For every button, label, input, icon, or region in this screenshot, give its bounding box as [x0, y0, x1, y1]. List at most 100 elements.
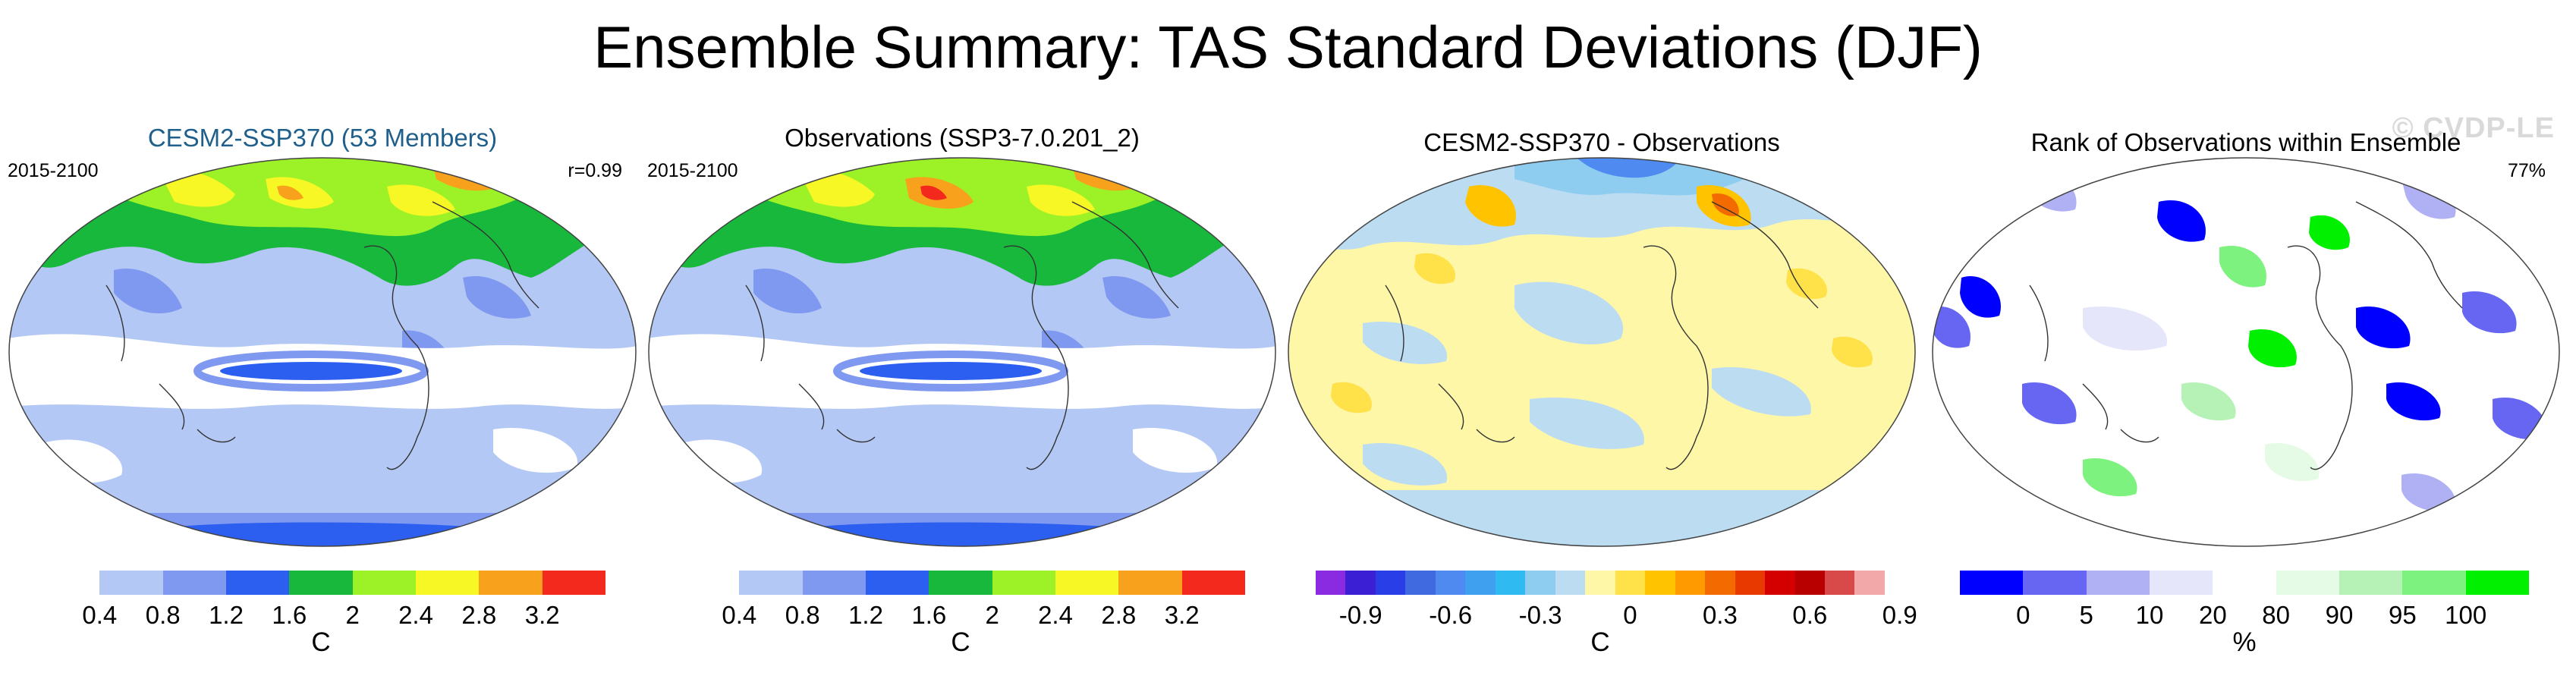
colorbar-unit: C: [951, 627, 970, 657]
colorbar-box-5: [2213, 571, 2276, 595]
colorbar-box-6: [2276, 571, 2339, 595]
colorbar-box-3: [2086, 571, 2150, 595]
colorbar-box-4: [225, 571, 290, 595]
colorbar-tick-label: 0: [1623, 601, 1637, 629]
colorbar-unit: %: [2232, 627, 2257, 657]
colorbar-tick-label: 0.8: [785, 601, 820, 629]
colorbar-tick-label: 2.8: [1101, 601, 1137, 629]
colorbar-box-5: [1435, 571, 1466, 595]
colorbar-box-6: [352, 571, 416, 595]
colorbar-box-5: [929, 571, 992, 595]
colorbar-box-6: [992, 571, 1055, 595]
colorbar-tick-label: 1.6: [911, 601, 947, 629]
colorbar-box-1: [1960, 571, 2024, 595]
colorbar-box-3: [162, 571, 226, 595]
colorbar-tick-label: 2.8: [461, 601, 497, 629]
period-label: 2015-2100: [647, 160, 738, 181]
colorbar-tick-label: 1.6: [272, 601, 307, 629]
colorbar-box-9: [2465, 571, 2529, 595]
colorbar-box-9: [1555, 571, 1586, 595]
figure-title: Ensemble Summary: TAS Standard Deviation…: [593, 14, 1983, 80]
panel-difference: CESM2-SSP370 - Observations: [1287, 121, 1917, 668]
colorbar-box-9: [1181, 571, 1245, 595]
colorbar-box-18: [1824, 571, 1855, 595]
colorbar-box-15: [1735, 571, 1766, 595]
colorbar-box-7: [415, 571, 480, 595]
colorbar-tick-label: 2.4: [1038, 601, 1073, 629]
colorbar-box-8: [1525, 571, 1555, 595]
colorbar-box-6: [1465, 571, 1496, 595]
colorbar-box-2: [2023, 571, 2087, 595]
world-map-std-dev: [648, 157, 1276, 547]
colorbar-tick-label: 2: [985, 601, 999, 629]
colorbar-box-2: [739, 571, 803, 595]
colorbar-box-4: [1405, 571, 1436, 595]
colorbar-box-13: [1675, 571, 1706, 595]
colorbar-box-7: [1055, 571, 1119, 595]
colorbar-tick-label: 20: [2198, 601, 2227, 629]
colorbar-tick-label: 80: [2262, 601, 2291, 629]
colorbar-tick-label: -0.3: [1518, 601, 1562, 629]
colorbar-tick-label: 3.2: [524, 601, 560, 629]
colorbar-tick-label: 0.9: [1882, 601, 1917, 629]
colorbar-box-3: [802, 571, 866, 595]
colorbar-tick-label: 1.2: [209, 601, 244, 629]
colorbar-box-4: [865, 571, 929, 595]
panel-rank: © CVDP-LE Rank of Observations within En…: [1931, 112, 2561, 668]
colorbar-tick-label: 0: [2016, 601, 2030, 629]
colorbar-tick-labels: 0.4 0.8 1.2 1.6 2 2.4 2.8 3.2: [36, 601, 605, 630]
colorbar-box-12: [1645, 571, 1675, 595]
colorbar-tick-labels: 0.4 0.8 1.2 1.6 2 2.4 2.8 3.2: [676, 601, 1245, 630]
colorbar-tick-label: -0.9: [1338, 601, 1382, 629]
colorbar-tick-label: 10: [2135, 601, 2164, 629]
colorbar-box-19: [1854, 571, 1885, 595]
colorbar-tick-label: -0.6: [1429, 601, 1473, 629]
colorbar-box-5: [289, 571, 353, 595]
colorbar-box-1: [1316, 571, 1346, 595]
colorbar: [1960, 571, 2529, 595]
colorbar-box-14: [1705, 571, 1735, 595]
colorbar-tick-label: 1.2: [848, 601, 883, 629]
colorbar-tick-label: 3.2: [1164, 601, 1200, 629]
panel-observations: Observations (SSP3-7.0.201_2) 2015-2100: [647, 121, 1277, 668]
colorbar-unit: C: [311, 627, 331, 657]
colorbar-box-4: [2149, 571, 2213, 595]
colorbar-tick-label: 0.6: [1792, 601, 1828, 629]
colorbar-tick-label: 0.4: [82, 601, 118, 629]
colorbar-tick-labels: 0 5 10 20 80 90 95 100: [1960, 601, 2529, 630]
colorbar-box-7: [1495, 571, 1526, 595]
colorbar-tick-label: 2: [345, 601, 360, 629]
colorbar-box-1: [36, 571, 100, 595]
panel-title: Rank of Observations within Ensemble: [2030, 128, 2461, 156]
panel-title: CESM2-SSP370 - Observations: [1423, 128, 1780, 156]
colorbar-tick-labels: -0.9 -0.6 -0.3 0 0.3 0.6 0.9: [1316, 601, 1917, 630]
period-label: 2015-2100: [8, 160, 99, 181]
colorbar-unit: C: [1590, 627, 1610, 657]
panel-title: CESM2-SSP370 (53 Members): [147, 124, 498, 152]
colorbar-tick-label: 100: [2445, 601, 2487, 629]
pattern-correlation-label: r=0.99: [568, 160, 622, 181]
colorbar-tick-label: 0.8: [145, 601, 181, 629]
colorbar-box-7: [2339, 571, 2403, 595]
colorbar: [36, 571, 605, 595]
colorbar: [676, 571, 1245, 595]
colorbar-box-2: [99, 571, 163, 595]
colorbar-tick-label: 0.4: [722, 601, 757, 629]
colorbar-box-8: [1118, 571, 1182, 595]
colorbar-box-10: [1585, 571, 1615, 595]
panel-title: Observations (SSP3-7.0.201_2): [785, 124, 1140, 152]
colorbar-tick-label: 2.4: [398, 601, 433, 629]
cvdp-le-watermark: © CVDP-LE: [2392, 112, 2555, 144]
world-map-difference: [1288, 157, 1916, 547]
colorbar-box-8: [2402, 571, 2466, 595]
percent-within-range-label: 77%: [2507, 160, 2546, 181]
colorbar-tick-label: 5: [2079, 601, 2093, 629]
colorbar-box-11: [1615, 571, 1646, 595]
colorbar-box-16: [1765, 571, 1795, 595]
colorbar-box-8: [479, 571, 543, 595]
world-map-rank: [1932, 157, 2560, 547]
colorbar-tick-label: 95: [2388, 601, 2417, 629]
colorbar-tick-label: 90: [2325, 601, 2354, 629]
colorbar-box-3: [1375, 571, 1406, 595]
colorbar-box-9: [542, 571, 605, 595]
